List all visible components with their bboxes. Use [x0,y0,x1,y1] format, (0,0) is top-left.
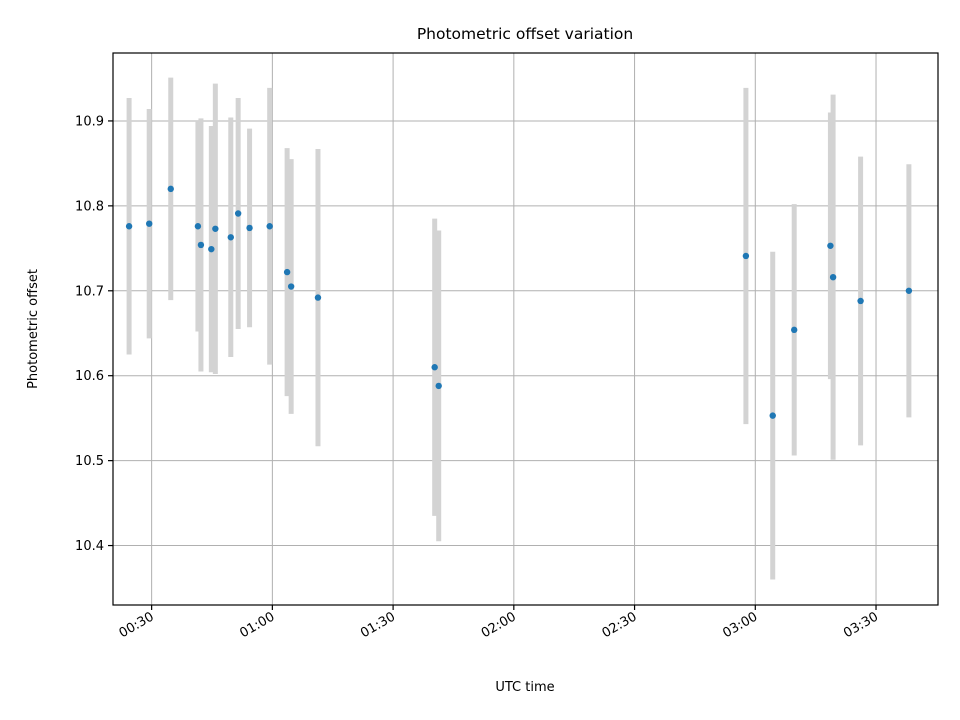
data-point [742,252,750,260]
y-tick-label: 10.4 [75,539,104,554]
y-tick-label: 10.5 [75,454,104,469]
data-point [435,382,442,390]
x-axis-ticks: 00:30 01:00 01:30 02:00 02:30 03:00 03:30 [117,605,881,641]
data-point [283,268,291,276]
data-point [314,294,322,301]
y-tick-label: 10.6 [75,369,104,384]
data-point [431,364,438,371]
data-point [827,242,834,249]
data-points [125,185,913,419]
x-tick-label: 02:30 [600,609,640,641]
x-tick-label: 01:00 [237,609,277,641]
y-axis-ticks: 10.4 10.5 10.6 10.7 10.8 10.9 [75,114,113,554]
data-point [234,210,242,217]
x-tick-label: 00:30 [117,609,157,641]
x-tick-label: 02:00 [479,609,519,641]
data-point [246,224,253,232]
data-point [167,185,174,193]
data-point [790,326,798,334]
data-point [769,412,776,419]
chart-title: Photometric offset variation [417,25,633,43]
x-tick-label: 03:30 [841,609,881,641]
x-tick-label: 03:00 [720,609,760,641]
x-axis-label: UTC time [495,680,554,695]
data-point [197,241,205,249]
y-tick-label: 10.9 [75,114,104,129]
data-point [212,225,219,232]
data-point [287,283,295,290]
y-tick-label: 10.8 [75,199,104,214]
data-point [194,223,202,230]
y-axis-label: Photometric offset [26,269,41,389]
plot-frame [112,52,939,606]
data-point [829,273,837,281]
data-point [905,287,913,294]
data-point [208,245,215,253]
data-point [857,297,864,305]
data-point [266,223,273,230]
data-point [227,234,234,241]
data-point [125,223,133,230]
y-tick-label: 10.7 [75,284,104,299]
x-tick-label: 01:30 [358,609,398,641]
data-point [146,220,153,227]
